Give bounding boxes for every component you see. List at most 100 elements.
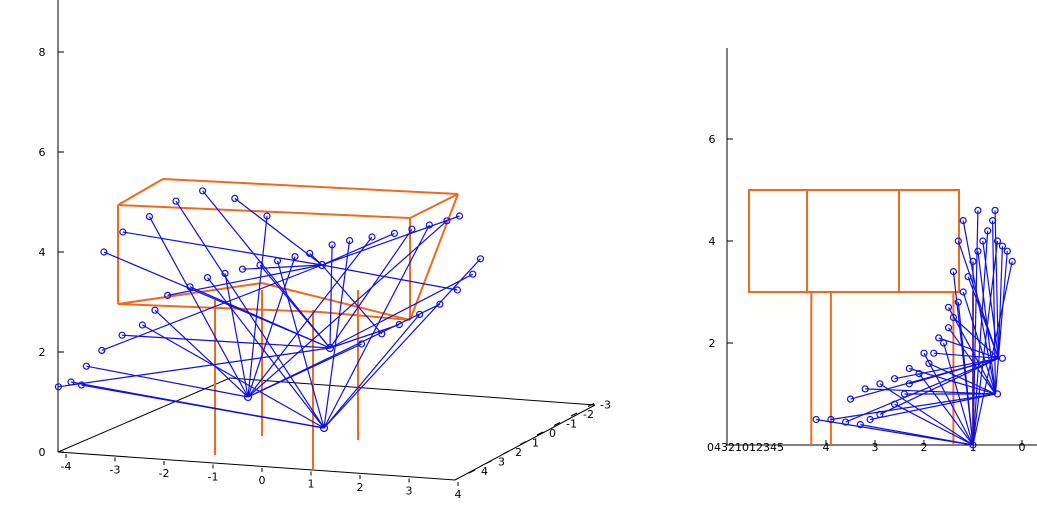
y-tick-label: 1	[532, 437, 539, 450]
box-edge	[117, 204, 411, 219]
data-point	[455, 212, 464, 220]
x-tick-overlap-label: 04321012345	[707, 441, 784, 454]
stem-line	[972, 210, 979, 446]
hub-point	[325, 343, 335, 353]
x-tick-label: 2	[921, 441, 928, 454]
x-tick-label: 2	[357, 481, 364, 494]
stem-line	[142, 324, 325, 429]
box-rect	[748, 189, 960, 293]
data-point	[395, 321, 403, 329]
stem-line	[247, 303, 441, 398]
stem-line	[202, 190, 331, 349]
stem-line	[224, 273, 249, 398]
stem-line	[947, 307, 997, 395]
stem-line	[329, 273, 474, 349]
stem-line	[860, 424, 974, 446]
data-point	[476, 255, 485, 263]
data-point	[119, 228, 127, 236]
z-tick-label: 2	[39, 346, 46, 359]
stem-line	[247, 215, 268, 398]
data-point	[82, 362, 91, 370]
stem-line	[323, 258, 481, 429]
back-axis	[57, 377, 231, 453]
data-point	[145, 213, 153, 221]
stem-line	[992, 220, 997, 395]
stem-line	[994, 210, 999, 359]
stem-line	[86, 365, 249, 398]
hub-point	[243, 392, 253, 402]
data-point	[263, 212, 271, 220]
data-point	[993, 237, 1002, 245]
data-point	[172, 197, 180, 205]
data-point	[98, 346, 106, 354]
data-point	[118, 331, 126, 339]
data-point	[231, 194, 239, 202]
data-point	[164, 291, 172, 299]
x-tick-label: 0	[1019, 441, 1026, 454]
y-tick	[485, 460, 493, 464]
y-tick-label: 6	[709, 133, 716, 146]
data-point	[841, 418, 850, 426]
data-point	[944, 324, 953, 332]
hub-point	[998, 354, 1007, 362]
y-tick-label: 4	[709, 235, 716, 248]
data-point	[238, 265, 247, 273]
data-point	[954, 298, 962, 306]
data-point	[425, 221, 433, 229]
data-point	[1008, 257, 1016, 265]
stem-line	[972, 261, 1013, 446]
data-point	[436, 300, 444, 308]
stem-line	[923, 352, 974, 446]
data-point	[935, 334, 943, 342]
stem-line	[207, 277, 325, 429]
data-point	[991, 206, 999, 214]
box-edge	[261, 282, 411, 321]
y-tick	[587, 403, 595, 407]
data-point	[861, 385, 869, 393]
stem-line	[323, 240, 351, 429]
stem-line	[81, 384, 325, 429]
stem-line	[957, 240, 999, 359]
x-axis	[57, 451, 456, 481]
stem-line	[321, 232, 395, 266]
data-point	[920, 349, 928, 357]
data-point	[974, 247, 982, 255]
hub-point	[969, 441, 977, 449]
z-tick-label: 0	[39, 446, 46, 459]
stem-line	[58, 347, 331, 388]
x-tick-label: 0	[259, 474, 266, 487]
data-point	[979, 237, 987, 245]
stem-line	[103, 251, 331, 349]
x-tick-label: 1	[308, 478, 315, 491]
y-tick-label: 0	[549, 427, 556, 440]
box-edge	[117, 303, 321, 313]
stem-line	[918, 373, 974, 446]
z-tick-label: 8	[39, 46, 46, 59]
y-tick-label: 2	[515, 446, 522, 459]
data-point	[1003, 247, 1011, 255]
z-tick-label: 6	[39, 146, 46, 159]
data-point	[944, 303, 953, 311]
data-point	[291, 253, 299, 261]
stem-line	[329, 324, 400, 349]
stem-line	[242, 264, 323, 270]
y-tick	[536, 431, 544, 436]
box-edge	[409, 193, 459, 219]
data-point	[876, 410, 884, 418]
y-tick-label: 3	[498, 456, 505, 469]
stem-line	[321, 215, 460, 266]
stem-line	[321, 264, 383, 335]
stem-line	[247, 220, 448, 398]
y-tick-label: 4	[481, 465, 488, 478]
data-point	[77, 381, 86, 389]
data-point	[390, 229, 398, 237]
stem-line	[247, 256, 296, 398]
data-point	[346, 237, 354, 245]
data-point	[925, 359, 933, 367]
data-point	[443, 217, 451, 225]
x-tick-label: -1	[208, 471, 219, 484]
data-point	[984, 227, 992, 235]
